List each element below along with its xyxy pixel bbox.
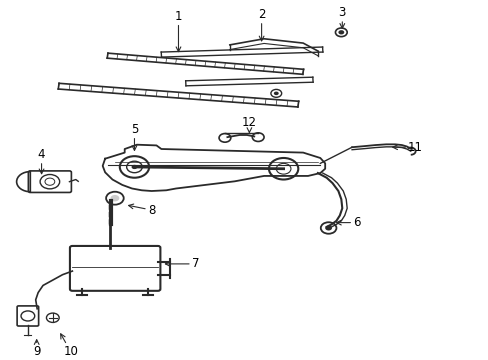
Text: 4: 4 [38,148,45,174]
Text: 1: 1 [174,10,182,51]
Circle shape [325,225,331,230]
Circle shape [131,165,137,169]
Circle shape [273,91,278,95]
Text: 12: 12 [242,116,256,132]
Circle shape [338,30,344,35]
Text: 10: 10 [61,334,78,358]
Circle shape [110,195,119,202]
Text: 8: 8 [128,203,155,217]
Text: 7: 7 [165,257,199,270]
Text: 2: 2 [257,8,265,41]
Text: 5: 5 [130,123,138,150]
Text: 6: 6 [336,216,360,229]
Text: 9: 9 [33,340,41,358]
Text: 11: 11 [392,141,422,154]
Text: 3: 3 [338,6,346,28]
